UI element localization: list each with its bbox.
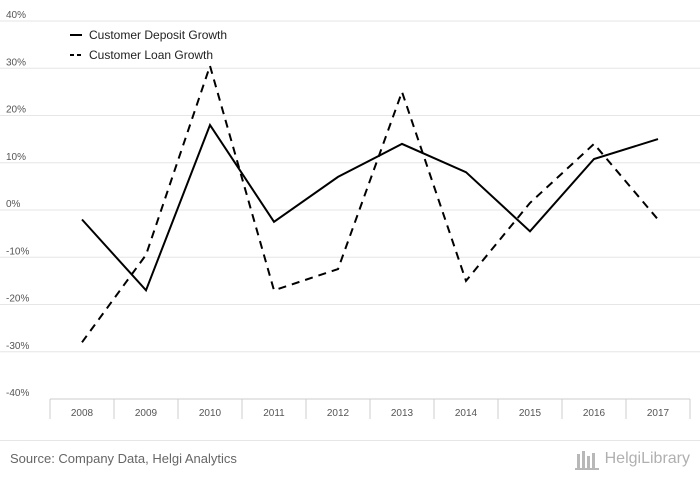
series-line-customer-loan-growth: [81, 62, 659, 343]
legend-label: Customer Loan Growth: [89, 48, 213, 62]
x-tick-label: 2011: [263, 408, 285, 419]
series-lines: [81, 62, 659, 343]
y-tick-label: -40%: [6, 388, 29, 399]
source-note: Source: Company Data, Helgi Analytics: [10, 451, 237, 466]
chart-footer: Source: Company Data, Helgi Analytics He…: [0, 440, 700, 484]
y-tick-label: 10%: [6, 152, 26, 163]
brand-name: HelgiLibrary: [604, 450, 690, 467]
library-icon: [574, 451, 599, 470]
line-chart: 40%30%20%10%0%-10%-20%-30%-40% 2008 2009 2…: [0, 10, 700, 419]
x-axis: 2008 2009 2010 2011 2012 2013 2014 2015 2016 2017: [49, 398, 691, 419]
y-axis-tick-labels: 40% 30% 20% 10% 0% -10% -20% -30% -40%: [6, 10, 29, 399]
series-line-customer-deposit-growth: [81, 122, 659, 293]
x-tick-label: 2013: [391, 408, 414, 419]
y-tick-label: 0%: [6, 199, 21, 210]
x-tick-label: 2008: [71, 408, 94, 419]
x-tick-label: 2015: [519, 408, 542, 419]
legend: Customer Deposit Growth Customer Loan Gro…: [70, 28, 227, 62]
brand-logo[interactable]: HelgiLibrary: [574, 448, 690, 470]
x-tick-label: 2009: [135, 408, 158, 419]
x-tick-label: 2010: [199, 408, 222, 419]
y-tick-label: 30%: [6, 57, 26, 68]
y-tick-label: -10%: [6, 246, 29, 257]
y-tick-label: 20%: [6, 105, 26, 116]
x-tick-label: 2014: [455, 408, 478, 419]
x-tick-label: 2012: [327, 408, 350, 419]
x-tick-label: 2016: [583, 408, 606, 419]
gridlines: [0, 20, 700, 353]
y-tick-label: 40%: [6, 10, 26, 21]
y-tick-label: -20%: [6, 294, 29, 305]
y-tick-label: -30%: [6, 341, 29, 352]
legend-label: Customer Deposit Growth: [89, 28, 227, 42]
x-tick-label: 2017: [647, 408, 670, 419]
